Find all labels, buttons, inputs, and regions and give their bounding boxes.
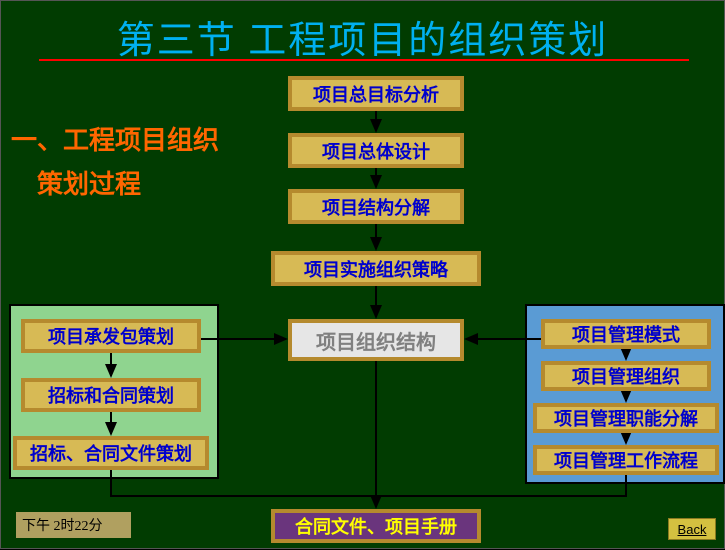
node-contract-plan: 项目承发包策划 — [21, 319, 201, 353]
node-goal-analysis: 项目总目标分析 — [288, 76, 464, 111]
title-underline — [39, 59, 689, 61]
node-overall-design: 项目总体设计 — [288, 133, 464, 168]
node-org-structure: 项目组织结构 — [288, 319, 464, 361]
node-mgmt-workflow: 项目管理工作流程 — [533, 445, 719, 475]
node-bid-contract-plan: 招标和合同策划 — [21, 378, 201, 412]
subtitle-line2: 策划过程 — [37, 170, 141, 199]
page-title: 第三节 工程项目的组织策划 — [1, 9, 724, 64]
slide: 第三节 工程项目的组织策划 一、工程项目组织 策划过程 — [0, 0, 725, 549]
node-mgmt-function: 项目管理职能分解 — [533, 403, 719, 433]
timestamp: 下午 2时22分 — [16, 512, 131, 538]
section-heading: 一、工程项目组织 策划过程 — [11, 119, 219, 207]
node-mgmt-mode: 项目管理模式 — [541, 319, 711, 349]
node-org-strategy: 项目实施组织策略 — [271, 251, 481, 286]
node-contract-manual: 合同文件、项目手册 — [271, 509, 481, 543]
node-bid-doc-plan: 招标、合同文件策划 — [13, 436, 209, 470]
subtitle-line1: 一、工程项目组织 — [11, 126, 219, 155]
back-button[interactable]: Back — [668, 518, 716, 540]
node-mgmt-org: 项目管理组织 — [541, 361, 711, 391]
node-structure-decompose: 项目结构分解 — [288, 189, 464, 224]
